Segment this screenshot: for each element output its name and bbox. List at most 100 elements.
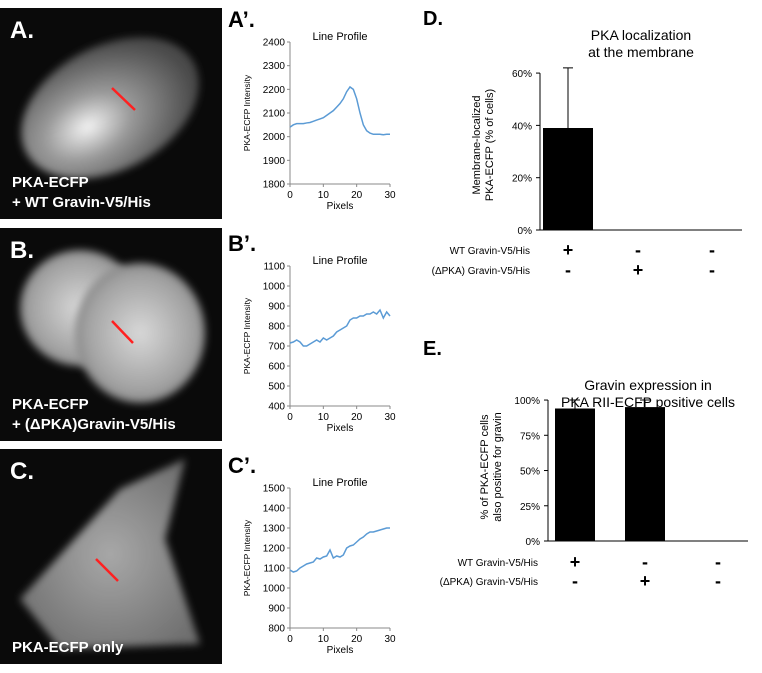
y-tick-label: 1500	[263, 484, 286, 495]
chart-title: PKA RII-ECFP positive cells	[561, 394, 735, 410]
panel-caption: PKA-ECFP	[12, 396, 89, 413]
x-axis-label: Pixels	[327, 423, 354, 434]
y-tick-label: 1800	[263, 180, 286, 191]
y-tick-label: 0%	[526, 537, 541, 548]
y-tick-label: 400	[268, 402, 285, 413]
y-tick-label: 1200	[263, 544, 286, 555]
y-tick-label: 75%	[520, 431, 540, 442]
chart-title: PKA localization	[591, 27, 691, 43]
panel-caption: PKA-ECFP	[12, 174, 89, 191]
x-tick-label: 0	[287, 412, 293, 423]
condition-mark: -	[572, 571, 578, 591]
y-tick-label: 600	[268, 362, 285, 373]
chart-title: Line Profile	[312, 477, 367, 489]
y-tick-label: 20%	[512, 174, 532, 185]
y-tick-label: 500	[268, 382, 285, 393]
bar	[625, 407, 665, 541]
y-axis-label: PKA-ECFP (% of cells)	[484, 89, 496, 201]
panel-caption: + WT Gravin-V5/His	[12, 194, 151, 211]
panel-caption: PKA-ECFP only	[12, 639, 124, 656]
condition-mark: +	[633, 260, 644, 280]
y-tick-label: 0%	[518, 226, 533, 237]
y-tick-label: 700	[268, 342, 285, 353]
y-tick-label: 40%	[512, 121, 532, 132]
profile-line-series	[289, 527, 390, 573]
y-tick-label: 2100	[263, 109, 286, 120]
condition-mark: -	[715, 552, 721, 572]
condition-mark: +	[563, 240, 574, 260]
chart-title: Line Profile	[312, 31, 367, 43]
x-tick-label: 20	[351, 634, 363, 645]
y-tick-label: 2300	[263, 61, 286, 72]
y-tick-label: 25%	[520, 502, 540, 513]
x-axis-label: Pixels	[327, 645, 354, 656]
condition-name: WT Gravin-V5/His	[450, 246, 530, 257]
y-axis-label: PKA-ECFP Intensity	[242, 519, 252, 596]
y-axis-label: also positive for gravin	[492, 412, 504, 521]
x-tick-label: 30	[384, 634, 396, 645]
panel-label: C.	[10, 458, 34, 485]
x-axis-label: Pixels	[327, 201, 354, 212]
micrograph-panel: A. PKA-ECFP + WT Gravin-V5/His	[0, 8, 222, 219]
profile-line-series	[289, 85, 390, 136]
condition-mark: +	[570, 552, 581, 572]
profile-line	[111, 87, 136, 111]
y-tick-label: 1100	[263, 564, 285, 575]
profile-line	[95, 558, 119, 582]
profile-line-series	[289, 308, 391, 347]
y-tick-label: 900	[268, 302, 285, 313]
condition-name: (ΔPKA) Gravin-V5/His	[440, 577, 538, 588]
y-tick-label: 1900	[263, 156, 286, 167]
cell	[75, 263, 205, 403]
y-tick-label: 100%	[514, 396, 540, 407]
x-tick-label: 0	[287, 634, 293, 645]
y-tick-label: 800	[268, 322, 285, 333]
x-tick-label: 20	[351, 412, 363, 423]
condition-name: (ΔPKA) Gravin-V5/His	[432, 266, 530, 277]
condition-name: WT Gravin-V5/His	[458, 558, 538, 569]
y-axis-label: PKA-ECFP Intensity	[242, 297, 252, 374]
chart-label: D.	[423, 8, 443, 30]
chart-title: Gravin expression in	[584, 377, 712, 393]
chart-title: at the membrane	[588, 44, 694, 60]
condition-mark: -	[709, 260, 715, 280]
error-bar	[563, 67, 573, 128]
y-axis-label: % of PKA-ECFP cells	[479, 414, 491, 519]
y-tick-label: 900	[268, 604, 285, 615]
y-tick-label: 800	[268, 624, 285, 635]
chart-label: E.	[423, 338, 442, 360]
condition-mark: -	[709, 240, 715, 260]
chart-title: Line Profile	[312, 255, 367, 267]
chart-label: C’.	[228, 453, 256, 478]
y-tick-label: 50%	[520, 467, 540, 478]
y-tick-label: 60%	[512, 69, 532, 80]
x-tick-label: 10	[318, 190, 330, 201]
y-tick-label: 1000	[263, 282, 286, 293]
cell	[20, 459, 200, 649]
error-bar	[640, 399, 650, 408]
condition-mark: -	[715, 571, 721, 591]
x-tick-label: 0	[287, 190, 293, 201]
y-tick-label: 2400	[263, 38, 286, 49]
y-tick-label: 2200	[263, 85, 286, 96]
x-tick-label: 10	[318, 634, 330, 645]
x-tick-label: 30	[384, 412, 396, 423]
y-tick-label: 1300	[263, 524, 286, 535]
condition-mark: +	[640, 571, 651, 591]
bar	[543, 128, 593, 230]
chart-label: B’.	[228, 231, 256, 256]
bar	[555, 408, 595, 541]
x-tick-label: 20	[351, 190, 363, 201]
error-bar	[570, 399, 580, 409]
y-axis-label: Membrane-localized	[471, 95, 483, 194]
y-axis-label: PKA-ECFP Intensity	[242, 74, 252, 151]
cell	[21, 37, 199, 179]
condition-mark: -	[642, 552, 648, 572]
x-tick-label: 30	[384, 190, 396, 201]
x-tick-label: 10	[318, 412, 330, 423]
y-tick-label: 1000	[263, 584, 286, 595]
y-tick-label: 1400	[263, 504, 286, 515]
condition-mark: -	[635, 240, 641, 260]
y-tick-label: 2000	[263, 132, 286, 143]
